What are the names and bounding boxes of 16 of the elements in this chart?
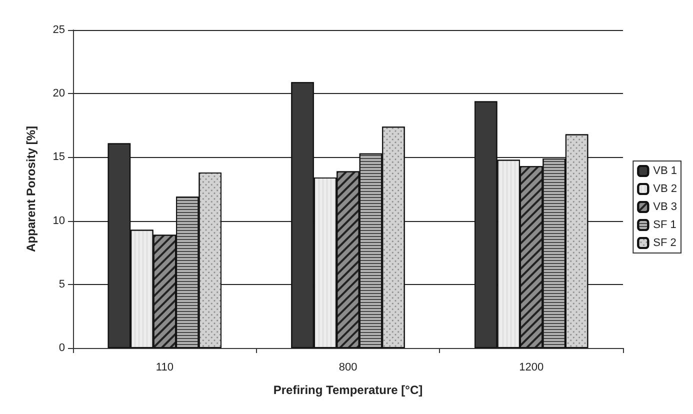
y-tick-label: 15 bbox=[52, 151, 65, 164]
y-axis-title: Apparent Porosity [%] bbox=[24, 126, 38, 252]
y-tick-label: 25 bbox=[52, 24, 65, 36]
y-tick-label: 5 bbox=[58, 278, 65, 290]
x-tick-label: 800 bbox=[338, 362, 358, 374]
legend-label: VB 1 bbox=[653, 165, 678, 177]
y-tick-label: 20 bbox=[52, 88, 65, 100]
x-tick-label: 110 bbox=[156, 362, 174, 374]
x-tick-label: 1200 bbox=[519, 362, 544, 374]
legend-label: VB 3 bbox=[653, 201, 678, 213]
legend-label: SF 1 bbox=[653, 219, 676, 231]
legend-label: SF 2 bbox=[653, 237, 676, 249]
y-tick-label: 10 bbox=[52, 214, 65, 227]
y-tick-label: 0 bbox=[58, 342, 65, 354]
legend-label: VB 2 bbox=[653, 183, 678, 195]
x-axis-title: Prefiring Temperature [°C] bbox=[273, 383, 423, 397]
